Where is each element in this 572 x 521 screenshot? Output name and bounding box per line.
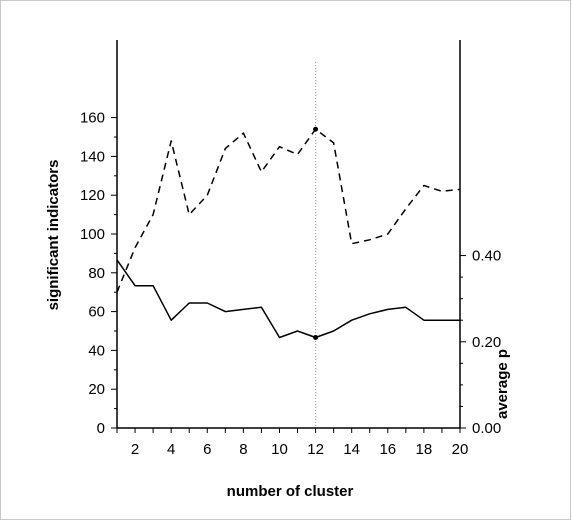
y-tick-label: 160 [80, 110, 105, 127]
x-tick-label: 16 [379, 441, 396, 458]
y-tick-label: 20 [88, 381, 105, 398]
x-tick-label: 8 [239, 441, 247, 458]
y2-axis-title: average p [494, 349, 511, 419]
chart-marks [116, 62, 461, 428]
y2-tick-label: 0.20 [472, 334, 501, 351]
x-tick-label: 6 [203, 441, 211, 458]
x-tick-label: 18 [416, 441, 433, 458]
y-tick-label: 80 [88, 265, 105, 282]
marker-point [313, 126, 319, 132]
y-tick-label: 40 [88, 342, 105, 359]
x-tick-label: 10 [271, 441, 288, 458]
axes [111, 40, 466, 433]
y2-tick-label: 0.00 [472, 420, 501, 437]
x-tick-label: 14 [343, 441, 360, 458]
marker-point [313, 334, 319, 340]
x-tick-label: 2 [131, 441, 139, 458]
y-axis-title: significant indicators [45, 160, 62, 311]
y-tick-label: 60 [88, 304, 105, 321]
x-tick-label: 20 [452, 441, 469, 458]
significant-indicators-line [116, 128, 461, 293]
y-tick-label: 0 [97, 420, 105, 437]
y-tick-label: 140 [80, 148, 105, 165]
y2-tick-label: 0.40 [472, 248, 501, 265]
x-axis-title: number of cluster [227, 483, 354, 500]
average-p-line [116, 259, 460, 339]
tick-labels: 0 20 40 60 80 100 120 140 160 0.00 0.20 0.40 2 4 6 8 10 1… [80, 110, 501, 458]
y-tick-label: 100 [80, 226, 105, 243]
x-tick-label: 4 [167, 441, 175, 458]
x-tick-label: 12 [307, 441, 324, 458]
y-tick-label: 120 [80, 187, 105, 204]
